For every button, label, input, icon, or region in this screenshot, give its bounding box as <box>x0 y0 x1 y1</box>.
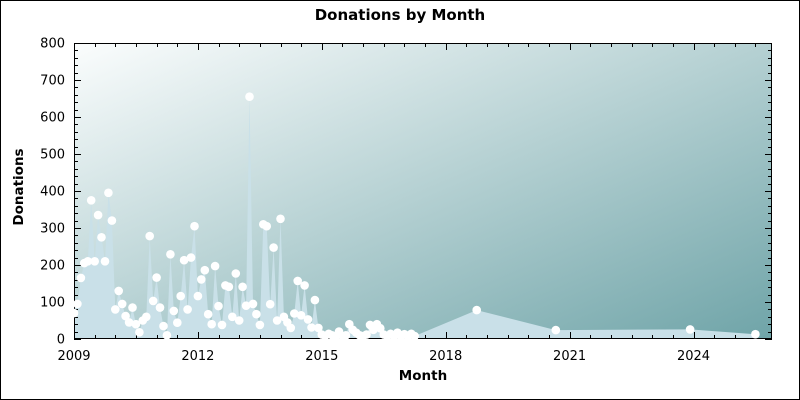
data-point-marker <box>255 320 265 330</box>
x-tick-label: 2021 <box>553 349 586 364</box>
data-point-marker <box>131 319 141 329</box>
data-point-marker <box>262 221 272 231</box>
data-point-marker <box>97 233 106 242</box>
data-point-marker <box>252 309 261 319</box>
data-point-marker <box>248 299 258 309</box>
y-tick-label: 0 <box>57 333 65 348</box>
data-point-marker <box>276 214 285 224</box>
data-point-marker <box>142 312 151 322</box>
data-point-marker <box>86 196 96 205</box>
data-point-marker <box>269 243 278 252</box>
data-point-marker <box>307 323 316 332</box>
data-point-marker <box>169 306 179 316</box>
chart-title: Donations by Month <box>314 6 486 24</box>
data-point-marker <box>296 311 306 320</box>
x-tick-label: 2012 <box>181 349 214 364</box>
data-point-marker <box>472 305 482 315</box>
data-point-marker <box>186 253 196 262</box>
data-point-markers <box>69 92 760 342</box>
data-point-marker <box>303 315 313 324</box>
data-point-marker <box>238 282 247 292</box>
y-tick-label: 500 <box>40 148 65 163</box>
x-axis-label: Month <box>398 368 448 384</box>
data-point-marker <box>100 257 110 266</box>
data-point-marker <box>228 312 237 322</box>
data-point-marker <box>69 308 79 318</box>
data-point-marker <box>83 257 93 266</box>
data-point-marker <box>111 305 120 314</box>
data-point-marker <box>245 92 254 101</box>
data-point-marker <box>193 291 203 301</box>
data-point-marker <box>214 301 223 311</box>
data-point-marker <box>121 311 130 321</box>
data-point-marker <box>376 324 385 333</box>
data-point-marker <box>272 316 282 325</box>
data-point-marker <box>148 296 158 306</box>
data-point-marker <box>135 328 144 337</box>
data-point-marker <box>751 329 760 339</box>
data-point-marker <box>410 331 420 341</box>
x-tick-label: 2009 <box>57 349 90 364</box>
data-point-marker <box>362 330 371 339</box>
y-tick-label: 400 <box>40 185 65 200</box>
data-point-marker <box>217 320 227 330</box>
data-point-marker <box>224 282 234 292</box>
data-point-marker <box>293 276 303 286</box>
data-point-marker <box>76 273 86 283</box>
data-point-marker <box>190 221 199 231</box>
data-point-marker <box>90 257 99 266</box>
data-point-marker <box>685 325 695 334</box>
data-point-marker <box>162 331 172 340</box>
data-point-marker <box>241 301 251 311</box>
data-point-marker <box>286 323 296 333</box>
data-point-marker <box>107 216 117 225</box>
y-axis-label: Donations <box>11 148 27 226</box>
data-point-marker <box>159 321 168 331</box>
data-point-marker <box>203 309 213 319</box>
data-point-marker <box>124 318 134 327</box>
data-point-marker <box>152 273 161 282</box>
y-tick-label: 600 <box>40 111 65 126</box>
data-point-marker <box>166 250 175 259</box>
data-point-marker <box>300 281 309 290</box>
x-tick-label: 2024 <box>677 349 710 364</box>
data-point-marker <box>93 210 103 220</box>
y-tick-label: 800 <box>40 37 65 52</box>
y-tick-label: 300 <box>40 222 65 237</box>
data-point-marker <box>265 299 275 309</box>
y-tick-label: 200 <box>40 259 65 274</box>
data-point-marker <box>128 303 137 312</box>
x-tick-label: 2018 <box>429 349 462 364</box>
data-point-marker <box>551 325 561 335</box>
data-point-marker <box>231 269 241 278</box>
y-tick-label: 100 <box>40 296 65 311</box>
data-point-marker <box>200 265 210 275</box>
data-point-marker <box>104 188 113 198</box>
data-point-marker <box>197 275 206 284</box>
data-point-marker <box>310 295 320 305</box>
data-point-marker <box>145 231 154 241</box>
data-point-marker <box>114 286 123 296</box>
data-point-marker <box>210 261 220 271</box>
y-tick-label: 700 <box>40 74 65 89</box>
x-tick-label: 2015 <box>305 349 338 364</box>
data-point-marker <box>176 291 185 301</box>
data-point-marker <box>155 303 165 312</box>
data-point-marker <box>73 299 82 309</box>
data-point-marker <box>173 318 182 328</box>
data-point-marker <box>183 305 192 314</box>
data-point-marker <box>117 299 127 309</box>
data-point-marker <box>290 309 299 318</box>
data-point-marker <box>234 316 244 325</box>
data-point-marker <box>179 255 189 265</box>
data-point-marker <box>207 319 216 329</box>
tick-labels: 0 100 200 300 400 500 600 700 800 2009 2012 2015 201… <box>40 37 710 365</box>
data-point-marker <box>314 323 323 333</box>
data-point-marker <box>341 331 351 340</box>
